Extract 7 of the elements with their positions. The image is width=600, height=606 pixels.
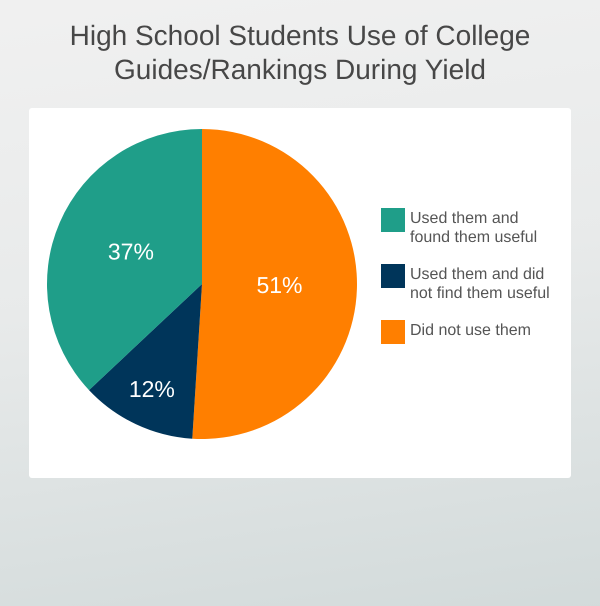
legend-label: Used them and did not find them useful <box>410 265 551 303</box>
data-label: 12% <box>128 376 175 402</box>
chart-title: High School Students Use of College Guides/Rankings During Yield <box>68 19 532 87</box>
legend-label: Used them and found them useful <box>410 209 538 247</box>
legend-label: Did not use them <box>410 321 532 340</box>
data-label: 51% <box>256 272 302 298</box>
data-label: 37% <box>108 238 154 265</box>
